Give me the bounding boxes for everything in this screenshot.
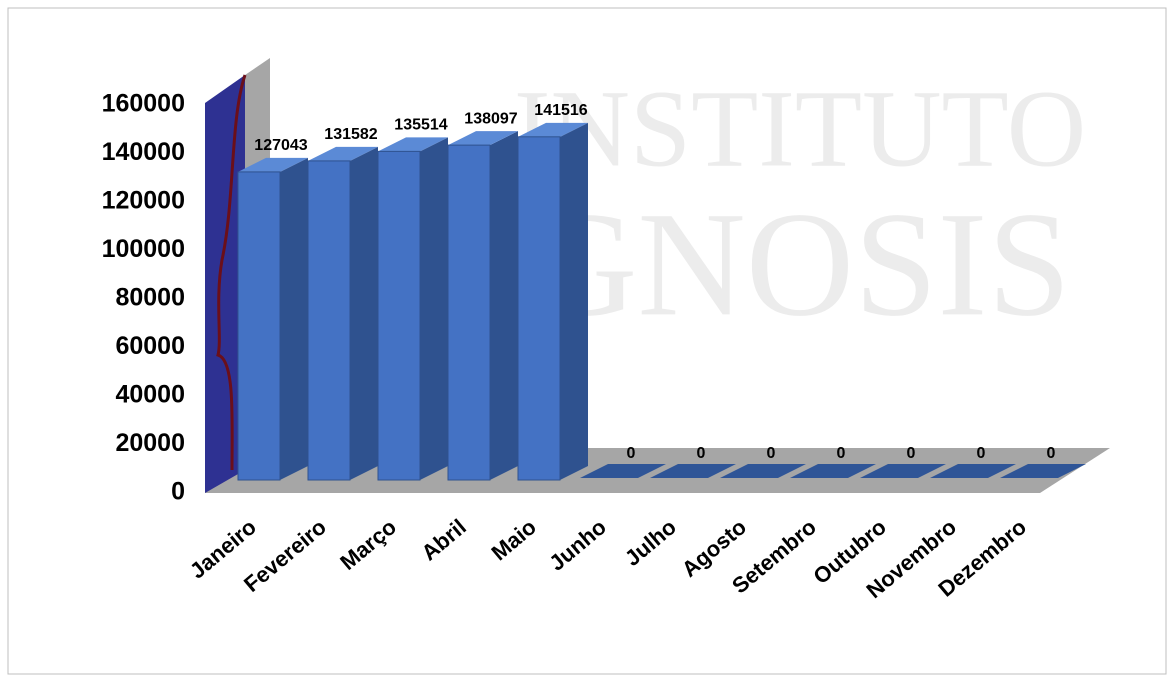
bar: [237, 171, 281, 481]
bar: [307, 160, 351, 481]
bar: [790, 464, 876, 478]
bar: [860, 464, 946, 478]
y-tick-label: 160000: [102, 90, 185, 118]
bar-top: [518, 122, 588, 137]
value-label: 0: [697, 445, 706, 462]
y-tick-label: 40000: [115, 381, 185, 409]
y-tick-label: 140000: [102, 138, 185, 166]
value-label: 0: [907, 445, 916, 462]
bar: [720, 464, 806, 478]
watermark: GNOSIS: [529, 181, 1071, 347]
y-tick-label: 80000: [115, 284, 185, 312]
bar: [377, 150, 421, 481]
bar-side: [420, 137, 448, 481]
bar: [517, 136, 561, 481]
bar: [447, 144, 491, 481]
watermark: INSTITUTO: [514, 67, 1086, 189]
value-label: 141516: [534, 102, 587, 119]
bar-top: [448, 131, 518, 146]
value-label: 0: [837, 445, 846, 462]
y-tick-label: 100000: [102, 235, 185, 263]
value-label: 0: [627, 445, 636, 462]
bar: [1000, 464, 1086, 478]
y-tick-label: 60000: [115, 332, 185, 360]
value-label: 138097: [464, 110, 517, 127]
bar-side: [490, 131, 518, 480]
bar-top: [238, 157, 308, 172]
value-label: 131582: [324, 126, 377, 143]
y-tick-label: 0: [171, 478, 185, 506]
y-tick-label: 120000: [102, 187, 185, 215]
y-tick-label: 20000: [115, 429, 185, 457]
value-label: 127043: [254, 137, 307, 154]
value-label: 135514: [394, 117, 447, 134]
bar: [650, 464, 736, 478]
value-label: 0: [977, 445, 986, 462]
value-label: 0: [767, 445, 776, 462]
wall-decoration: [216, 74, 247, 471]
bar: [930, 464, 1016, 478]
bar-side: [350, 146, 378, 481]
bar-top: [378, 137, 448, 152]
bar-top: [308, 146, 378, 161]
bar: [580, 464, 666, 478]
bar-side: [560, 122, 588, 480]
bar-side: [280, 157, 308, 481]
side-wall: [205, 75, 245, 493]
value-label: 0: [1047, 445, 1056, 462]
